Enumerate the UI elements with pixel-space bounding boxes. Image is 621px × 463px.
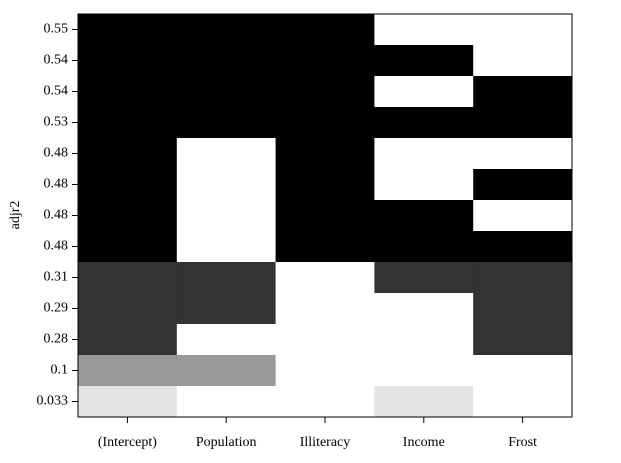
y-tick-label: 0.48 bbox=[44, 177, 69, 192]
cell bbox=[275, 324, 375, 356]
x-tick-label: Illiteracy bbox=[300, 435, 351, 450]
cell bbox=[78, 262, 178, 294]
cell bbox=[374, 107, 474, 139]
x-tick-label: (Intercept) bbox=[98, 435, 157, 450]
cell bbox=[374, 138, 474, 170]
cell bbox=[78, 14, 178, 46]
cell bbox=[78, 138, 178, 170]
cell bbox=[275, 355, 375, 387]
cell bbox=[473, 107, 573, 139]
cell bbox=[78, 386, 178, 418]
cell bbox=[374, 355, 474, 387]
y-tick-label: 0.48 bbox=[44, 146, 69, 161]
cell bbox=[374, 386, 474, 418]
cell bbox=[275, 169, 375, 201]
cell bbox=[78, 355, 178, 387]
cell bbox=[473, 138, 573, 170]
cell bbox=[473, 169, 573, 201]
cell bbox=[374, 231, 474, 263]
cell bbox=[176, 386, 277, 418]
cell bbox=[473, 200, 573, 232]
cell bbox=[176, 262, 277, 294]
y-tick-label: 0.54 bbox=[44, 84, 69, 99]
cell bbox=[275, 14, 375, 46]
cell bbox=[473, 262, 573, 294]
x-tick-label: Income bbox=[403, 435, 445, 450]
cell bbox=[473, 324, 573, 356]
plot-border bbox=[77, 13, 573, 418]
y-tick-label: 0.033 bbox=[37, 394, 69, 409]
cell bbox=[374, 14, 474, 46]
cell bbox=[275, 200, 375, 232]
x-tick-label: Frost bbox=[508, 435, 537, 450]
y-tick-label: 0.1 bbox=[51, 363, 69, 378]
cell bbox=[275, 231, 375, 263]
cell bbox=[176, 138, 277, 170]
cell bbox=[176, 76, 277, 108]
cell bbox=[275, 107, 375, 139]
cell bbox=[176, 107, 277, 139]
cell bbox=[176, 355, 277, 387]
cell bbox=[275, 76, 375, 108]
y-tick-label: 0.29 bbox=[44, 301, 69, 316]
y-tick-label: 0.28 bbox=[44, 332, 69, 347]
cell bbox=[473, 231, 573, 263]
y-tick-label: 0.54 bbox=[44, 53, 69, 68]
cell bbox=[78, 324, 178, 356]
y-tick-label: 0.31 bbox=[44, 270, 69, 285]
cell bbox=[374, 324, 474, 356]
cell bbox=[275, 138, 375, 170]
cell bbox=[473, 386, 573, 418]
y-tick-label: 0.48 bbox=[44, 239, 69, 254]
cell bbox=[78, 293, 178, 325]
cell bbox=[473, 45, 573, 77]
y-tick-label: 0.55 bbox=[44, 22, 69, 37]
cell bbox=[374, 200, 474, 232]
cell bbox=[78, 169, 178, 201]
cell bbox=[374, 76, 474, 108]
x-tick-label: Population bbox=[196, 435, 257, 450]
cell bbox=[275, 386, 375, 418]
cell bbox=[176, 169, 277, 201]
cell bbox=[78, 200, 178, 232]
cell bbox=[78, 45, 178, 77]
cell bbox=[78, 231, 178, 263]
cell bbox=[374, 293, 474, 325]
cell bbox=[275, 293, 375, 325]
cell bbox=[374, 45, 474, 77]
cell bbox=[374, 262, 474, 294]
cell bbox=[374, 169, 474, 201]
cell bbox=[176, 14, 277, 46]
cell bbox=[78, 107, 178, 139]
cell bbox=[176, 231, 277, 263]
cell bbox=[473, 14, 573, 46]
cell bbox=[176, 200, 277, 232]
y-axis-label: adjr2 bbox=[8, 201, 23, 230]
cell bbox=[275, 262, 375, 294]
cell bbox=[473, 76, 573, 108]
cell bbox=[78, 76, 178, 108]
cell bbox=[176, 293, 277, 325]
cell bbox=[176, 324, 277, 356]
y-tick-label: 0.48 bbox=[44, 208, 69, 223]
cell bbox=[473, 355, 573, 387]
y-tick-label: 0.53 bbox=[44, 115, 69, 130]
cell bbox=[275, 45, 375, 77]
cell bbox=[176, 45, 277, 77]
cell bbox=[473, 293, 573, 325]
